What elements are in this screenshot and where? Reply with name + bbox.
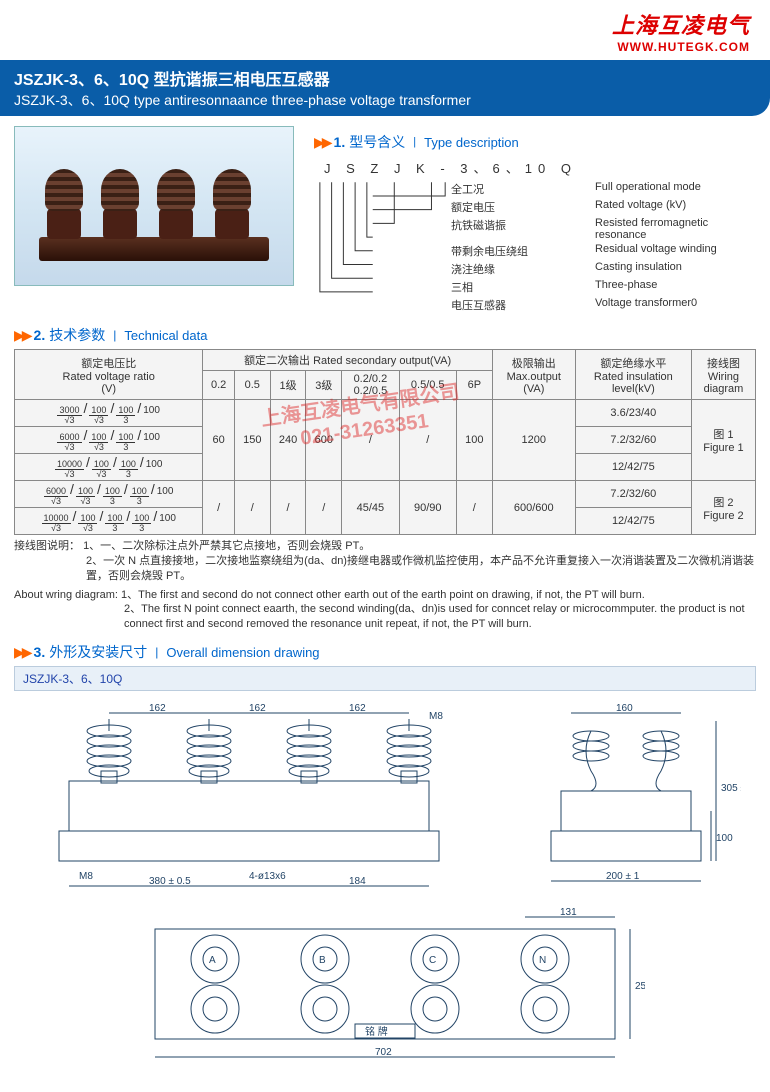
svg-text:305 ± 3: 305 ± 3 bbox=[721, 783, 741, 794]
product-photo bbox=[14, 126, 294, 286]
arrow-icon: ▶▶ bbox=[314, 134, 330, 151]
sec3-num: 3. bbox=[34, 644, 46, 660]
dimension-section: JSZJK-3、6、10Q 162 162 162 M8 M8 4-ø13x6 38… bbox=[14, 666, 756, 1079]
svg-text:M8: M8 bbox=[79, 871, 93, 882]
type-cn-0: 全工况 bbox=[451, 181, 581, 197]
type-cn-1: 额定电压 bbox=[451, 199, 581, 215]
svg-text:131: 131 bbox=[560, 907, 577, 918]
svg-text:162: 162 bbox=[149, 703, 166, 714]
svg-text:184: 184 bbox=[349, 876, 366, 887]
svg-text:162: 162 bbox=[349, 703, 366, 714]
svg-text:160: 160 bbox=[616, 703, 633, 714]
th-ratio: 额定电压比 Rated voltage ratio (V) bbox=[15, 350, 203, 400]
dim-model-label: JSZJK-3、6、10Q bbox=[14, 666, 756, 691]
title-bar: JSZJK-3、6、10Q 型抗谐振三相电压互感器 JSZJK-3、6、10Q … bbox=[0, 60, 770, 116]
type-en-4: Casting insulation bbox=[595, 261, 756, 277]
type-en-6: Voltage transformer0 bbox=[595, 297, 756, 313]
sec2-en: Technical data bbox=[124, 328, 207, 343]
th-c1: 0.5 bbox=[234, 371, 270, 400]
svg-text:380 ± 0.5: 380 ± 0.5 bbox=[149, 876, 191, 887]
logo-cn: 上海互凌电气 bbox=[20, 8, 750, 40]
table-row: 3000√3/100√3/1003/100 60 150 240 600 / /… bbox=[15, 400, 756, 427]
svg-text:4-ø13x6: 4-ø13x6 bbox=[249, 871, 286, 882]
svg-text:C: C bbox=[429, 955, 436, 966]
th-c5: 0.5/0.5 bbox=[399, 371, 456, 400]
title-main: JSZJK-3、6、10Q 型抗谐振三相电压互感器 bbox=[14, 66, 756, 90]
svg-text:A: A bbox=[209, 955, 216, 966]
th-c6: 6P bbox=[456, 371, 492, 400]
table-row: 6000√3/100√3/1003/1003/100 / / / / 45/45… bbox=[15, 481, 756, 508]
type-description: ▶▶ 1. 型号含义 | Type description J S Z J K … bbox=[314, 126, 756, 313]
th-c2: 1级 bbox=[270, 371, 306, 400]
th-ins: 额定绝缘水平 Rated insulation level(kV) bbox=[575, 350, 691, 400]
type-en-3: Residual voltage winding bbox=[595, 243, 756, 259]
sec1-cn: 型号含义 bbox=[349, 132, 405, 152]
svg-text:100: 100 bbox=[716, 833, 733, 844]
th-output: 额定二次输出 Rated secondary output(VA) bbox=[203, 350, 492, 371]
type-bracket bbox=[314, 181, 451, 301]
sec1-num: 1. bbox=[334, 134, 346, 150]
svg-text:200 ± 1: 200 ± 1 bbox=[606, 871, 640, 882]
th-c0: 0.2 bbox=[203, 371, 234, 400]
th-max: 极限输出 Max.output (VA) bbox=[492, 350, 575, 400]
type-en-1: Rated voltage (kV) bbox=[595, 199, 756, 215]
sec2-num: 2. bbox=[34, 327, 46, 343]
th-c4: 0.2/0.2 0.2/0.5 bbox=[342, 371, 399, 400]
th-wd: 接线图 Wiring diagram bbox=[691, 350, 755, 400]
technical-data-table: 额定电压比 Rated voltage ratio (V) 额定二次输出 Rat… bbox=[14, 349, 756, 535]
svg-text:162: 162 bbox=[249, 703, 266, 714]
type-cn-3: 带剩余电压绕组 bbox=[451, 243, 581, 259]
svg-text:702: 702 bbox=[375, 1047, 392, 1058]
type-en-0: Full operational mode bbox=[595, 181, 756, 197]
top-view-drawing: A B C N 铭 牌 702 250 131 bbox=[125, 899, 645, 1069]
notes-cn: 接线图说明： 1、一、二次除标注点外严禁其它点接地，否则会烧毁 PT。 2、一次… bbox=[14, 539, 756, 584]
type-cn-4: 浇注绝缘 bbox=[451, 261, 581, 277]
svg-text:铭 牌: 铭 牌 bbox=[365, 1025, 388, 1038]
type-cn-6: 电压互感器 bbox=[451, 297, 581, 313]
notes-en: About wring diagram: 1、The first and sec… bbox=[14, 588, 756, 633]
type-cn-5: 三相 bbox=[451, 279, 581, 295]
arrow-icon: ▶▶ bbox=[14, 327, 30, 344]
svg-text:N: N bbox=[539, 955, 546, 966]
th-c3: 3级 bbox=[306, 371, 342, 400]
type-en-2: Resisted ferromagnetic resonance bbox=[595, 217, 756, 241]
side-view-drawing: 160 305 ± 3 100 200 ± 1 bbox=[511, 701, 741, 891]
svg-text:B: B bbox=[319, 955, 326, 966]
sec1-en: Type description bbox=[424, 135, 519, 150]
svg-text:M8: M8 bbox=[429, 711, 443, 722]
type-code: J S Z J K - 3、6、10 Q bbox=[324, 158, 756, 177]
type-grid: 全工况 Full operational mode 额定电压 Rated volta… bbox=[451, 181, 756, 313]
arrow-icon: ▶▶ bbox=[14, 644, 30, 661]
svg-text:250: 250 bbox=[635, 981, 645, 992]
title-sub: JSZJK-3、6、10Q type antiresonnaance three… bbox=[14, 90, 756, 110]
sec2-cn: 技术参数 bbox=[49, 325, 105, 345]
type-en-5: Three-phase bbox=[595, 279, 756, 295]
logo-url: WWW.HUTEGK.COM bbox=[20, 40, 750, 54]
sec3-en: Overall dimension drawing bbox=[166, 645, 319, 660]
front-view-drawing: 162 162 162 M8 M8 4-ø13x6 380 ± 0.5 184 bbox=[29, 701, 469, 891]
logo-bar: 上海互凌电气 WWW.HUTEGK.COM bbox=[0, 0, 770, 60]
type-cn-2: 抗铁磁谐振 bbox=[451, 217, 581, 241]
sec3-cn: 外形及安装尺寸 bbox=[49, 642, 147, 662]
